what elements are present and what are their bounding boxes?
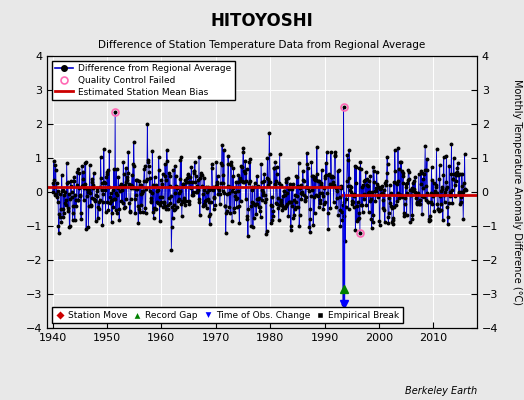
Text: Berkeley Earth: Berkeley Earth [405, 386, 477, 396]
Text: HITOYOSHI: HITOYOSHI [211, 12, 313, 30]
Text: Difference of Station Temperature Data from Regional Average: Difference of Station Temperature Data f… [99, 40, 425, 50]
Y-axis label: Monthly Temperature Anomaly Difference (°C): Monthly Temperature Anomaly Difference (… [512, 79, 522, 305]
Legend: Station Move, Record Gap, Time of Obs. Change, Empirical Break: Station Move, Record Gap, Time of Obs. C… [52, 307, 403, 324]
